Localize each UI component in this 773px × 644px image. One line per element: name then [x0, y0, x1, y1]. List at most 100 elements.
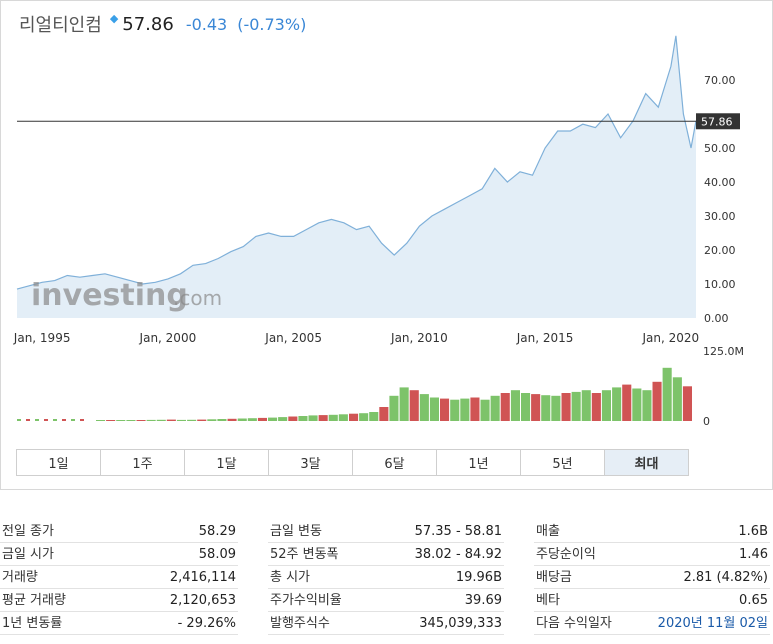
diamond-icon: ◆ [109, 11, 119, 25]
x-tick-label: Jan, 2020 [642, 331, 700, 345]
y-tick-label: 30.00 [704, 210, 736, 223]
stat-row: 금일 시가 58.09 [0, 543, 238, 566]
volume-tick-label: 0 [703, 415, 710, 428]
volume-bar [460, 398, 470, 421]
stat-value: 39.69 [464, 593, 502, 608]
stat-label: 베타 [536, 593, 560, 608]
volume-bar [35, 419, 39, 421]
volume-bar [500, 393, 510, 421]
quote-header: 리얼티인컴 ◆ 57.86 -0.43 (-0.73%) [19, 11, 306, 37]
stat-row: 거래량 2,416,114 [0, 566, 238, 589]
volume-bar [510, 390, 520, 421]
tab-range-4[interactable]: 3달 [269, 450, 353, 475]
volume-bar [308, 415, 318, 421]
price-chart[interactable]: investing.com 57.86 0.00 10.00 20.00 30.00 40.… [1, 1, 773, 446]
last-price-label: 57.86 [701, 115, 733, 128]
price-change-percent: (-0.73%) [237, 14, 307, 34]
volume-bar [268, 417, 278, 421]
volume-tick-label: 125.0M [703, 345, 744, 358]
volume-bar [338, 414, 348, 421]
volume-bar [591, 393, 601, 421]
volume-bar [53, 419, 57, 421]
tab-range-1[interactable]: 1일 [17, 450, 101, 475]
volume-bar [521, 393, 531, 421]
stat-row: 52주 변동폭 38.02 - 84.92 [268, 543, 504, 566]
volume-bar [328, 414, 338, 421]
volume-bar [96, 420, 106, 421]
stat-row: 베타 0.65 [534, 589, 770, 612]
stat-row: 매출 1.6B [534, 520, 770, 543]
stat-row: 주가수익비율 39.69 [268, 589, 504, 612]
volume-bar [682, 386, 692, 421]
stat-value: 1.6B [738, 524, 768, 539]
y-tick-label: 20.00 [704, 244, 736, 257]
volume-bar [288, 416, 298, 421]
volume-bar [440, 398, 450, 421]
volume-bar [409, 390, 419, 421]
volume-bar [257, 417, 267, 421]
price-line [16, 35, 697, 290]
tab-range-7[interactable]: 5년 [521, 450, 605, 475]
volume-bar [247, 418, 257, 421]
volume-bar [116, 420, 126, 421]
stat-value: 2.81 (4.82%) [683, 570, 768, 585]
volume-bar [349, 413, 359, 421]
stat-value: 58.09 [198, 547, 236, 562]
volume-bar [652, 381, 662, 421]
y-tick-label: 10.00 [704, 278, 736, 291]
volume-bar [622, 384, 632, 421]
volume-bar [26, 419, 30, 421]
price-area [17, 35, 696, 319]
tab-range-6[interactable]: 1년 [437, 450, 521, 475]
volume-bar [561, 393, 571, 421]
stat-value[interactable]: 2020년 11월 02일 [657, 616, 768, 631]
stat-value: 58.29 [198, 524, 236, 539]
volume-bar [197, 419, 207, 421]
stat-row: 주당순이익 1.46 [534, 543, 770, 566]
volume-bar [44, 419, 48, 421]
volume-bar [71, 419, 75, 421]
stat-row: 1년 변동률 - 29.26% [0, 612, 238, 635]
stat-value: - 29.26% [177, 616, 236, 631]
volume-bar [62, 419, 66, 421]
tab-range-8[interactable]: 최대 [605, 450, 688, 475]
tab-range-3[interactable]: 1달 [185, 450, 269, 475]
stat-value: 0.65 [739, 593, 768, 608]
volume-bar [450, 399, 460, 421]
volume-bar [207, 419, 217, 421]
range-tabs: 1일 1주 1달 3달 6달 1년 5년 최대 [16, 449, 689, 476]
volume-bar [187, 419, 197, 421]
stat-value: 1.46 [739, 547, 768, 562]
stat-value: 2,416,114 [169, 570, 236, 585]
stat-value: 19.96B [455, 570, 502, 585]
stat-label: 거래량 [2, 570, 38, 585]
tab-range-5[interactable]: 6달 [353, 450, 437, 475]
y-tick-label: 40.00 [704, 176, 736, 189]
stat-label: 52주 변동폭 [270, 547, 339, 562]
volume-bar [632, 388, 642, 421]
price-change: -0.43 [185, 14, 228, 34]
stat-row: 발행주식수 345,039,333 [268, 612, 504, 635]
last-price-badge [696, 113, 740, 130]
stat-label: 전일 종가 [2, 524, 54, 539]
tab-range-2[interactable]: 1주 [101, 450, 185, 475]
chart-panel: 리얼티인컴 ◆ 57.86 -0.43 (-0.73%) investing .c… [0, 0, 773, 490]
watermark-suffix: .com [173, 286, 222, 310]
stat-value: 38.02 - 84.92 [414, 547, 502, 562]
instrument-name: 리얼티인컴 [19, 15, 102, 36]
stat-label: 평균 거래량 [2, 593, 66, 608]
volume-bar [571, 391, 581, 421]
volume-bar [672, 377, 682, 421]
x-tick-label: Jan, 2015 [516, 331, 574, 345]
volume-bar [429, 397, 439, 421]
stat-label: 총 시가 [270, 570, 311, 585]
stat-row: 전일 종가 58.29 [0, 520, 238, 543]
volume-bar [470, 397, 480, 421]
volume-bar [369, 412, 379, 421]
stat-label: 배당금 [536, 570, 572, 585]
volume-bar [551, 395, 561, 421]
volume-bar [318, 415, 328, 421]
volume-bar [662, 367, 672, 421]
volume-bar [531, 394, 541, 421]
stat-value: 57.35 - 58.81 [414, 524, 502, 539]
